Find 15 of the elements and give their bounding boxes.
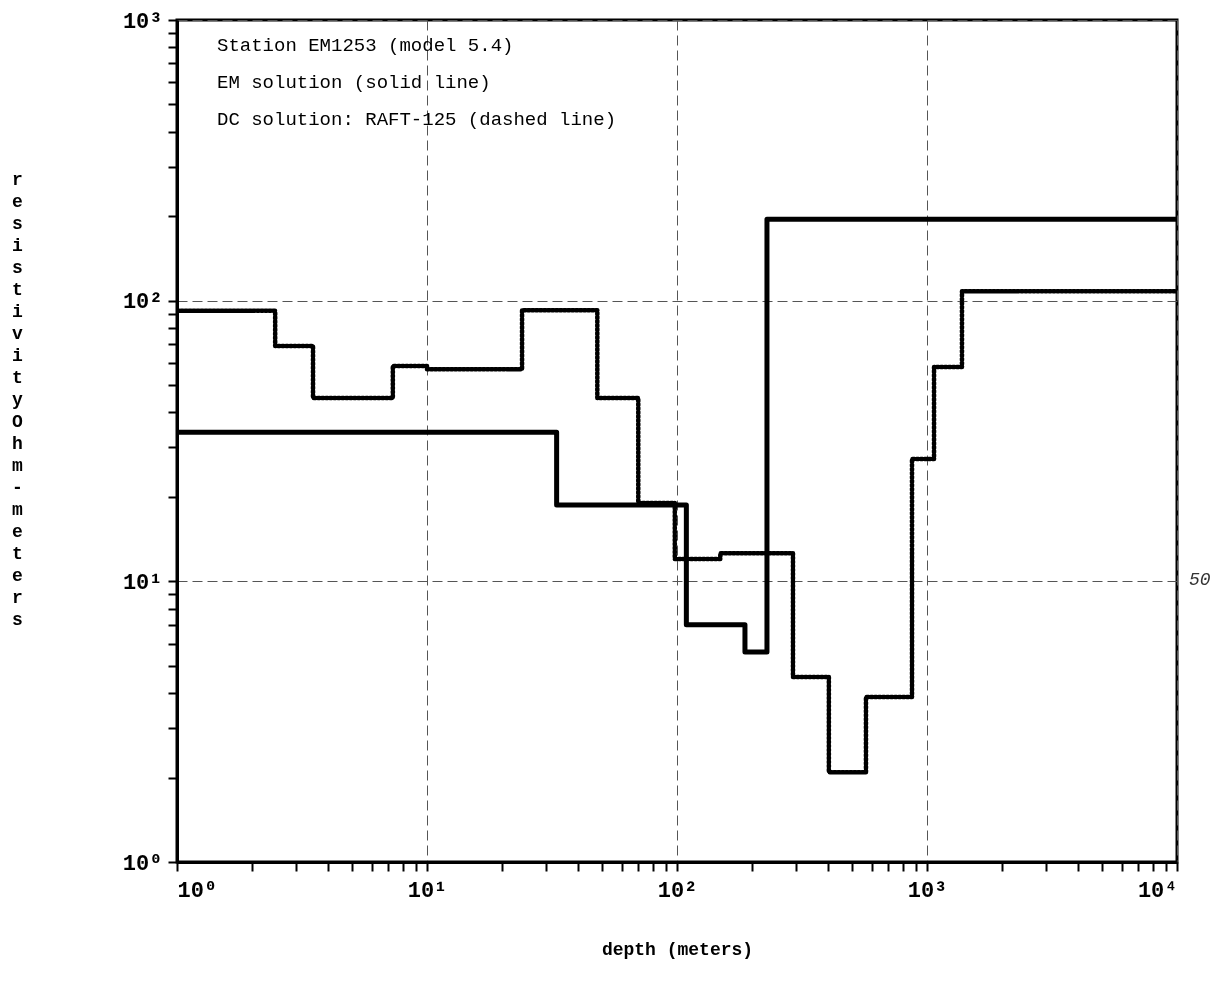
x-tick-label: 10⁰ <box>177 878 218 904</box>
x-tick-label: 10³ <box>907 878 948 904</box>
y-tick-label: 10² <box>122 290 163 316</box>
x-tick-label: 10⁴ <box>1137 878 1178 904</box>
x-axis-title: depth (meters) <box>601 939 754 960</box>
y-tick-label: 10³ <box>122 9 163 35</box>
text: 50 <box>1189 570 1211 590</box>
annotation: EM solution (solid line) <box>217 72 491 94</box>
y-tick-label: 10⁰ <box>122 851 163 877</box>
x-tick-label: 10² <box>657 878 698 904</box>
text: resistivity Ohm-meters <box>12 169 23 630</box>
x-tick-label: 10¹ <box>407 878 448 904</box>
annotation: Station EM1253 (model 5.4) <box>217 35 514 57</box>
y-tick-label: 10¹ <box>122 570 163 596</box>
annotation: DC solution: RAFT-125 (dashed line) <box>217 109 617 131</box>
